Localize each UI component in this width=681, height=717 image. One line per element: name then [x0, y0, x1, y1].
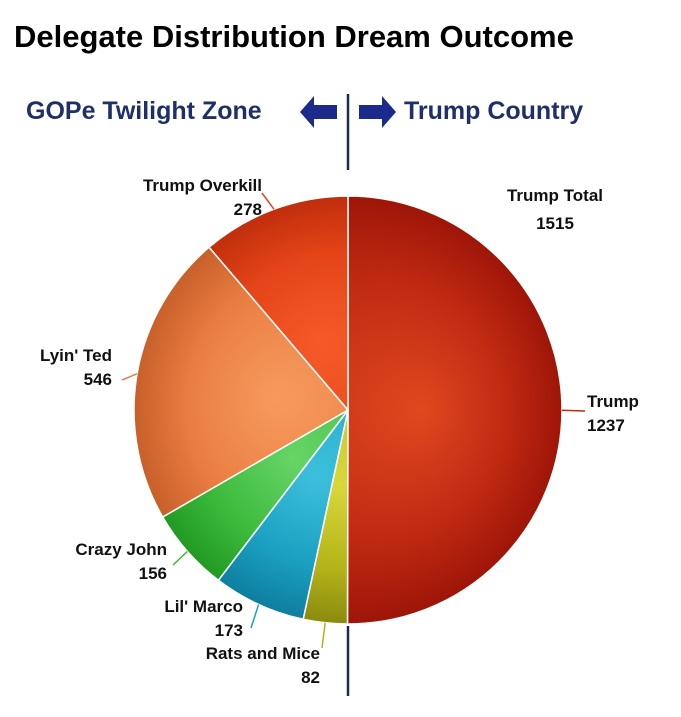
- slice-label-trump-overkill: Trump Overkill: [143, 176, 262, 195]
- leader-line: [172, 550, 188, 566]
- header-right-label: Trump Country: [404, 97, 583, 125]
- arrow-left-icon: [300, 96, 337, 128]
- leader-line: [250, 604, 260, 629]
- leader-line: [561, 409, 586, 412]
- pie-slices: [133, 195, 563, 625]
- slice-value-rats-and-mice: 82: [301, 668, 320, 687]
- leader-line: [261, 192, 275, 210]
- leader-line: [321, 622, 326, 649]
- slice-value-trump-overkill: 278: [234, 200, 262, 219]
- arrow-right-icon: [359, 96, 396, 128]
- slice-label-rats-and-mice: Rats and Mice: [206, 644, 320, 663]
- leader-lines: [121, 192, 586, 649]
- summary-value: 1515: [536, 214, 574, 233]
- leader-line: [121, 373, 138, 381]
- chart-title: Delegate Distribution Dream Outcome: [14, 19, 574, 54]
- header-left-label: GOPe Twilight Zone: [26, 97, 262, 125]
- slice-value-trump: 1237: [587, 416, 625, 435]
- slice-value-crazy-john: 156: [139, 564, 167, 583]
- slice-label-lyin-ted: Lyin' Ted: [40, 346, 112, 365]
- slice-label-trump: Trump: [587, 392, 639, 411]
- slice-label-lil-marco: Lil' Marco: [164, 597, 243, 616]
- slice-labels: Trump 1237 Rats and Mice 82 Lil' Marco 173 Cra…: [40, 176, 639, 687]
- pie-slice-trump: [346, 195, 563, 625]
- slice-value-lyin-ted: 546: [84, 370, 112, 389]
- slice-label-crazy-john: Crazy John: [75, 540, 167, 559]
- pie-slice-trump-overkill: [208, 195, 349, 413]
- slice-value-lil-marco: 173: [215, 621, 243, 640]
- pie-slice-lyin-ted: [133, 246, 350, 519]
- summary-label: Trump Total: [507, 186, 603, 205]
